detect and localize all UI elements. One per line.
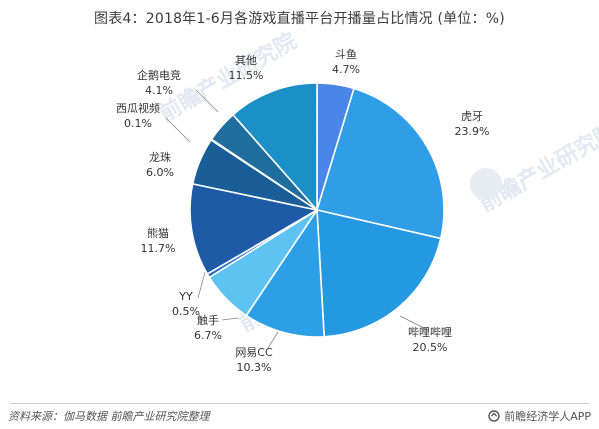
slice-name-label: YY <box>178 290 193 303</box>
pie-slice <box>315 87 445 240</box>
source-note: 资料来源：伽马数据 前瞻产业研究院整理 <box>8 410 210 423</box>
leader-line <box>195 89 219 113</box>
brand-name: 前瞻经济学人APP <box>504 410 591 423</box>
chart-title: 图表4：2018年1-6月各游戏直播平台开播量占比情况 (单位：%) <box>94 11 505 27</box>
slice-name-label: 虎牙 <box>461 110 483 123</box>
slice-name-label: 西瓜视频 <box>116 101 160 115</box>
slice-name-label: 熊猫 <box>147 226 169 240</box>
slice-value-label: 6.7% <box>194 329 222 342</box>
slice-value-label: 23.9% <box>455 125 490 138</box>
brand-badge: 前瞻经济学人APP <box>488 408 591 424</box>
pie-slice <box>245 207 326 338</box>
pie-slice <box>231 82 318 213</box>
pie-slice <box>316 208 442 338</box>
slice-value-label: 0.5% <box>172 305 200 318</box>
slice-value-label: 11.7% <box>141 242 176 255</box>
slice-name-label: 企鹅电竞 <box>137 68 181 82</box>
slice-name-label: 触手 <box>197 313 219 327</box>
slice-value-label: 20.5% <box>413 341 448 354</box>
watermark-logo-icon <box>470 168 502 200</box>
slice-name-label: 斗鱼 <box>335 47 357 61</box>
slice-name-label: 龙珠 <box>149 150 171 164</box>
leader-line <box>399 315 429 331</box>
leader-line <box>197 271 206 299</box>
footer-divider <box>10 403 589 404</box>
leader-line <box>267 331 279 349</box>
leader-line <box>165 117 191 143</box>
slice-value-label: 6.0% <box>146 166 174 179</box>
slice-value-label: 10.3% <box>237 361 272 374</box>
slice-name-label: 哔哩哔哩 <box>408 326 452 339</box>
slice-name-label: 其他 <box>235 54 257 67</box>
slice-name-label: 网易CC <box>235 346 273 359</box>
slice-value-label: 11.5% <box>229 69 264 82</box>
pie-slice <box>189 182 320 276</box>
slice-value-label: 0.1% <box>124 117 152 130</box>
brand-logo-icon <box>488 410 500 422</box>
slice-value-label: 4.7% <box>332 63 360 76</box>
leader-line <box>221 317 239 321</box>
slice-value-label: 4.1% <box>145 84 173 97</box>
